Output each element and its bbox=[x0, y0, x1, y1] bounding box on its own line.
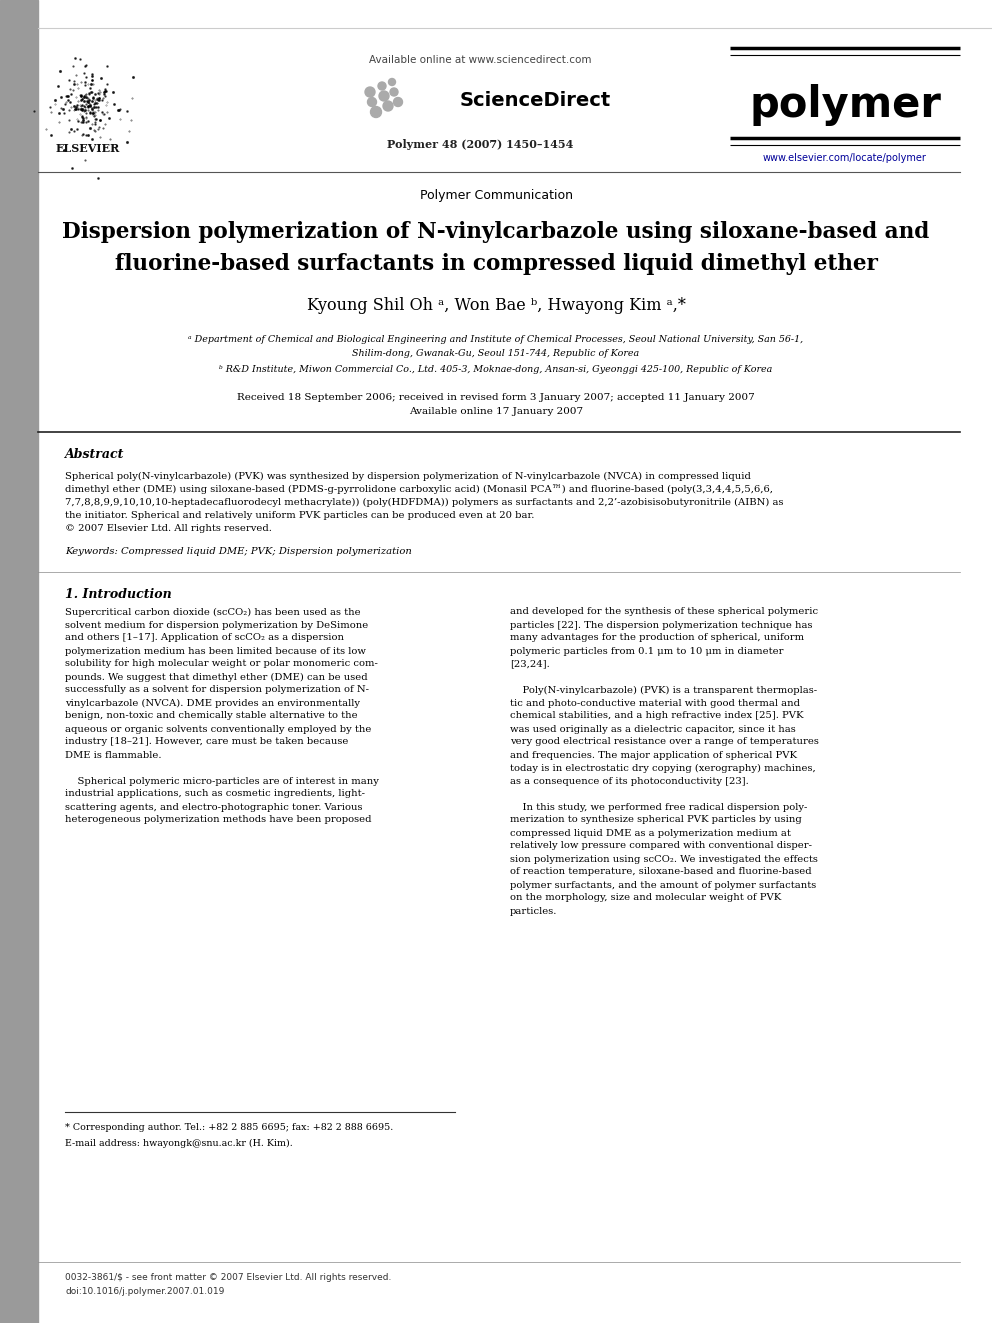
Text: today is in electrostatic dry copying (xerography) machines,: today is in electrostatic dry copying (x… bbox=[510, 763, 815, 773]
Circle shape bbox=[378, 82, 386, 90]
Text: ELSEVIER: ELSEVIER bbox=[56, 143, 120, 153]
Text: [23,24].: [23,24]. bbox=[510, 659, 550, 668]
Text: aqueous or organic solvents conventionally employed by the: aqueous or organic solvents conventional… bbox=[65, 725, 371, 733]
Text: polymerization medium has been limited because of its low: polymerization medium has been limited b… bbox=[65, 647, 366, 655]
Text: tic and photo-conductive material with good thermal and: tic and photo-conductive material with g… bbox=[510, 699, 800, 708]
Circle shape bbox=[383, 101, 393, 111]
Text: © 2007 Elsevier Ltd. All rights reserved.: © 2007 Elsevier Ltd. All rights reserved… bbox=[65, 524, 272, 533]
Text: industry [18–21]. However, care must be taken because: industry [18–21]. However, care must be … bbox=[65, 737, 348, 746]
Text: successfully as a solvent for dispersion polymerization of N-: successfully as a solvent for dispersion… bbox=[65, 685, 369, 695]
Text: Spherical polymeric micro-particles are of interest in many: Spherical polymeric micro-particles are … bbox=[65, 777, 379, 786]
Text: scattering agents, and electro-photographic toner. Various: scattering agents, and electro-photograp… bbox=[65, 803, 362, 811]
Text: ScienceDirect: ScienceDirect bbox=[460, 90, 611, 110]
Text: solvent medium for dispersion polymerization by DeSimone: solvent medium for dispersion polymeriza… bbox=[65, 620, 368, 630]
Text: 0032-3861/$ - see front matter © 2007 Elsevier Ltd. All rights reserved.: 0032-3861/$ - see front matter © 2007 El… bbox=[65, 1273, 392, 1282]
Text: vinylcarbazole (NVCA). DME provides an environmentally: vinylcarbazole (NVCA). DME provides an e… bbox=[65, 699, 360, 708]
Text: compressed liquid DME as a polymerization medium at: compressed liquid DME as a polymerizatio… bbox=[510, 828, 791, 837]
Text: was used originally as a dielectric capacitor, since it has: was used originally as a dielectric capa… bbox=[510, 725, 796, 733]
Text: 1. Introduction: 1. Introduction bbox=[65, 589, 172, 602]
Text: polymer: polymer bbox=[749, 83, 941, 126]
Text: Received 18 September 2006; received in revised form 3 January 2007; accepted 11: Received 18 September 2006; received in … bbox=[237, 393, 755, 401]
Text: Polymer Communication: Polymer Communication bbox=[420, 188, 572, 201]
Text: Keywords: Compressed liquid DME; PVK; Dispersion polymerization: Keywords: Compressed liquid DME; PVK; Di… bbox=[65, 548, 412, 557]
Text: dimethyl ether (DME) using siloxane-based (PDMS-g-pyrrolidone carboxylic acid) (: dimethyl ether (DME) using siloxane-base… bbox=[65, 484, 773, 493]
Text: Dispersion polymerization of N-vinylcarbazole using siloxane-based and: Dispersion polymerization of N-vinylcarb… bbox=[62, 221, 930, 243]
Text: 7,7,8,8,9,9,10,10,10-heptadecafluorodecyl methacrylate)) (poly(HDFDMA)) polymers: 7,7,8,8,9,9,10,10,10-heptadecafluorodecy… bbox=[65, 497, 784, 507]
Text: doi:10.1016/j.polymer.2007.01.019: doi:10.1016/j.polymer.2007.01.019 bbox=[65, 1286, 224, 1295]
Text: particles [22]. The dispersion polymerization technique has: particles [22]. The dispersion polymeriz… bbox=[510, 620, 812, 630]
Bar bbox=[0, 0, 38, 1323]
Text: * Corresponding author. Tel.: +82 2 885 6695; fax: +82 2 888 6695.: * Corresponding author. Tel.: +82 2 885 … bbox=[65, 1123, 393, 1132]
Circle shape bbox=[367, 98, 377, 106]
Text: Available online 17 January 2007: Available online 17 January 2007 bbox=[409, 407, 583, 417]
Text: and frequencies. The major application of spherical PVK: and frequencies. The major application o… bbox=[510, 750, 797, 759]
Text: many advantages for the production of spherical, uniform: many advantages for the production of sp… bbox=[510, 634, 805, 643]
Text: heterogeneous polymerization methods have been proposed: heterogeneous polymerization methods hav… bbox=[65, 815, 371, 824]
Text: Poly(N-vinylcarbazole) (PVK) is a transparent thermoplas-: Poly(N-vinylcarbazole) (PVK) is a transp… bbox=[510, 685, 817, 695]
Text: fluorine-based surfactants in compressed liquid dimethyl ether: fluorine-based surfactants in compressed… bbox=[114, 253, 878, 275]
Text: In this study, we performed free radical dispersion poly-: In this study, we performed free radical… bbox=[510, 803, 807, 811]
Text: and others [1–17]. Application of scCO₂ as a dispersion: and others [1–17]. Application of scCO₂ … bbox=[65, 634, 344, 643]
Text: the initiator. Spherical and relatively uniform PVK particles can be produced ev: the initiator. Spherical and relatively … bbox=[65, 511, 535, 520]
Circle shape bbox=[390, 89, 398, 97]
Text: E-mail address: hwayongk@snu.ac.kr (H. Kim).: E-mail address: hwayongk@snu.ac.kr (H. K… bbox=[65, 1138, 293, 1147]
Text: ᵃ Department of Chemical and Biological Engineering and Institute of Chemical Pr: ᵃ Department of Chemical and Biological … bbox=[188, 336, 804, 344]
Text: Spherical poly(N-vinylcarbazole) (PVK) was synthesized by dispersion polymerizat: Spherical poly(N-vinylcarbazole) (PVK) w… bbox=[65, 471, 751, 480]
Text: www.elsevier.com/locate/polymer: www.elsevier.com/locate/polymer bbox=[763, 153, 927, 163]
Text: Polymer 48 (2007) 1450–1454: Polymer 48 (2007) 1450–1454 bbox=[387, 139, 573, 151]
Text: Kyoung Shil Oh ᵃ, Won Bae ᵇ, Hwayong Kim ᵃ,*: Kyoung Shil Oh ᵃ, Won Bae ᵇ, Hwayong Kim… bbox=[307, 296, 685, 314]
Text: very good electrical resistance over a range of temperatures: very good electrical resistance over a r… bbox=[510, 737, 818, 746]
Text: industrial applications, such as cosmetic ingredients, light-: industrial applications, such as cosmeti… bbox=[65, 790, 365, 799]
Text: Abstract: Abstract bbox=[65, 448, 124, 462]
Circle shape bbox=[394, 98, 403, 106]
Circle shape bbox=[370, 106, 382, 118]
Text: polymer surfactants, and the amount of polymer surfactants: polymer surfactants, and the amount of p… bbox=[510, 881, 816, 889]
Text: Supercritical carbon dioxide (scCO₂) has been used as the: Supercritical carbon dioxide (scCO₂) has… bbox=[65, 607, 361, 617]
Text: benign, non-toxic and chemically stable alternative to the: benign, non-toxic and chemically stable … bbox=[65, 712, 358, 721]
Text: particles.: particles. bbox=[510, 906, 558, 916]
Text: pounds. We suggest that dimethyl ether (DME) can be used: pounds. We suggest that dimethyl ether (… bbox=[65, 672, 368, 681]
Text: on the morphology, size and molecular weight of PVK: on the morphology, size and molecular we… bbox=[510, 893, 782, 902]
Circle shape bbox=[379, 91, 389, 101]
Text: as a consequence of its photoconductivity [23].: as a consequence of its photoconductivit… bbox=[510, 777, 749, 786]
Text: Available online at www.sciencedirect.com: Available online at www.sciencedirect.co… bbox=[369, 56, 591, 65]
Text: chemical stabilities, and a high refractive index [25]. PVK: chemical stabilities, and a high refract… bbox=[510, 712, 804, 721]
Text: Shilim-dong, Gwanak-Gu, Seoul 151-744, Republic of Korea: Shilim-dong, Gwanak-Gu, Seoul 151-744, R… bbox=[352, 349, 640, 359]
Text: DME is flammable.: DME is flammable. bbox=[65, 750, 162, 759]
Text: and developed for the synthesis of these spherical polymeric: and developed for the synthesis of these… bbox=[510, 607, 818, 617]
Text: ᵇ R&D Institute, Miwon Commercial Co., Ltd. 405-3, Moknae-dong, Ansan-si, Gyeong: ᵇ R&D Institute, Miwon Commercial Co., L… bbox=[219, 365, 773, 374]
Text: polymeric particles from 0.1 μm to 10 μm in diameter: polymeric particles from 0.1 μm to 10 μm… bbox=[510, 647, 784, 655]
Text: solubility for high molecular weight or polar monomeric com-: solubility for high molecular weight or … bbox=[65, 659, 378, 668]
Circle shape bbox=[389, 78, 396, 86]
Text: merization to synthesize spherical PVK particles by using: merization to synthesize spherical PVK p… bbox=[510, 815, 802, 824]
Text: sion polymerization using scCO₂. We investigated the effects: sion polymerization using scCO₂. We inve… bbox=[510, 855, 817, 864]
Text: relatively low pressure compared with conventional disper-: relatively low pressure compared with co… bbox=[510, 841, 812, 851]
Text: of reaction temperature, siloxane-based and fluorine-based: of reaction temperature, siloxane-based … bbox=[510, 868, 811, 877]
Circle shape bbox=[365, 87, 375, 97]
